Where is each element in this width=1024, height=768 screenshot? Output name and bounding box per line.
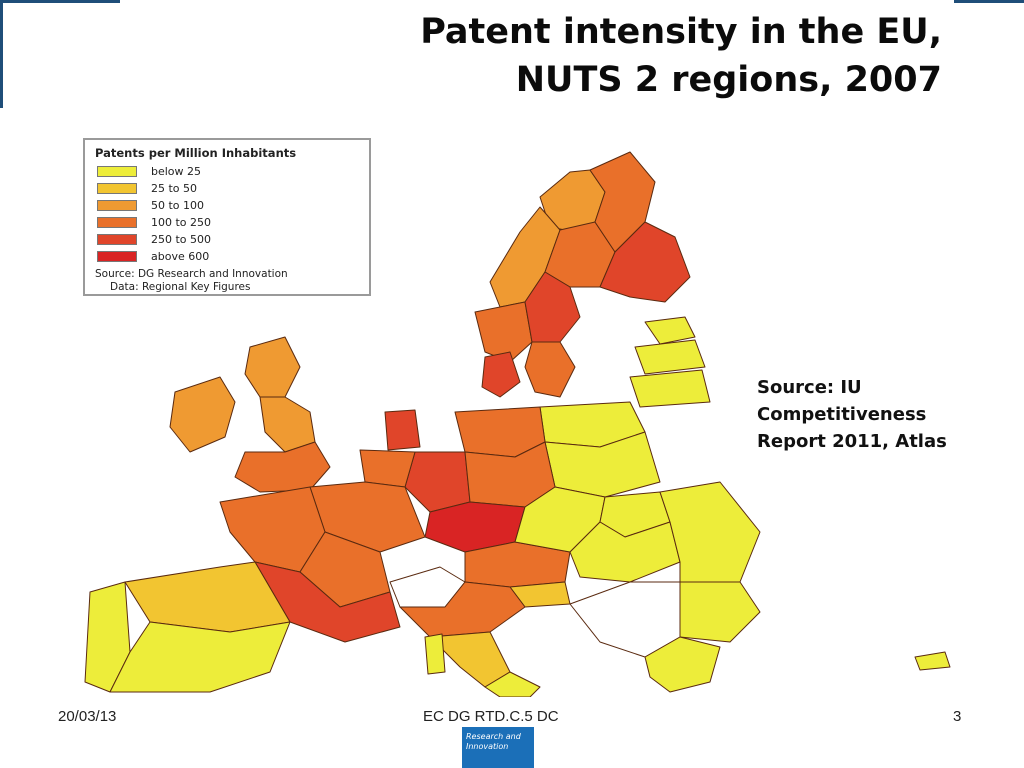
legend-label: 100 to 250 bbox=[151, 215, 212, 229]
region-finland-south bbox=[599, 221, 691, 303]
footer-center-text: EC DG RTD.C.5 DC bbox=[423, 708, 559, 725]
legend-swatch bbox=[97, 250, 137, 262]
region-estonia bbox=[644, 316, 696, 345]
logo-line-2: Innovation bbox=[466, 742, 509, 751]
region-spain-south bbox=[109, 621, 291, 693]
legend-source-line: Source: DG Research and Innovation bbox=[95, 268, 288, 280]
slide-frame-top-left bbox=[0, 0, 120, 3]
region-sardinia bbox=[424, 633, 446, 675]
region-scotland bbox=[244, 336, 301, 398]
legend-label: below 25 bbox=[151, 164, 202, 178]
legend-data-line: Data: Regional Key Figures bbox=[110, 281, 251, 293]
region-england-south bbox=[234, 441, 331, 493]
legend-item: above 600 bbox=[97, 249, 209, 263]
legend-label: 50 to 100 bbox=[151, 198, 205, 212]
region-lithuania bbox=[629, 369, 711, 408]
legend-swatch bbox=[97, 199, 137, 211]
legend-item: below 25 bbox=[97, 164, 201, 178]
region-balkans bbox=[569, 581, 681, 658]
legend-label: 250 to 500 bbox=[151, 232, 212, 246]
slide-frame-top-right bbox=[954, 0, 1024, 3]
region-bulgaria bbox=[679, 581, 761, 643]
legend-item: 100 to 250 bbox=[97, 215, 211, 229]
slide-title: Patent intensity in the EU, NUTS 2 regio… bbox=[242, 8, 942, 104]
page-number: 3 bbox=[953, 708, 962, 725]
region-netherlands bbox=[384, 409, 421, 451]
region-romania bbox=[659, 481, 761, 583]
legend-swatch bbox=[97, 182, 137, 194]
legend-swatch bbox=[97, 216, 137, 228]
legend-label: 25 to 50 bbox=[151, 181, 198, 195]
legend-item: 250 to 500 bbox=[97, 232, 211, 246]
region-germany-west bbox=[404, 451, 471, 513]
title-line-1: Patent intensity in the EU, bbox=[420, 12, 942, 52]
legend-swatch bbox=[97, 165, 137, 177]
region-denmark bbox=[481, 351, 521, 398]
region-england-north bbox=[259, 396, 316, 453]
legend-title: Patents per Million Inhabitants bbox=[95, 146, 297, 160]
footer-date: 20/03/13 bbox=[58, 708, 117, 725]
legend-item: 25 to 50 bbox=[97, 181, 197, 195]
legend-item: 50 to 100 bbox=[97, 198, 204, 212]
region-greece bbox=[644, 636, 721, 693]
region-ireland bbox=[169, 376, 236, 453]
source-note: Source: IU Competitiveness Report 2011, … bbox=[757, 377, 947, 452]
region-italy-south bbox=[484, 671, 541, 697]
map-legend: Patents per Million Inhabitants below 25… bbox=[83, 138, 371, 296]
title-line-2: NUTS 2 regions, 2007 bbox=[515, 60, 942, 100]
slide-frame-left bbox=[0, 0, 3, 108]
research-innovation-logo: Research and Innovation bbox=[462, 727, 534, 768]
map-canvas bbox=[84, 151, 951, 697]
region-latvia bbox=[634, 339, 706, 375]
legend-source: Source: DG Research and Innovation Data:… bbox=[95, 268, 288, 294]
legend-label: above 600 bbox=[151, 249, 210, 263]
region-belgium bbox=[359, 449, 416, 488]
logo-line-1: Research and bbox=[466, 732, 521, 741]
region-cyprus bbox=[914, 651, 951, 671]
legend-swatch bbox=[97, 233, 137, 245]
europe-map bbox=[70, 112, 970, 697]
region-france-south bbox=[254, 561, 401, 643]
region-sweden-south bbox=[524, 341, 576, 398]
